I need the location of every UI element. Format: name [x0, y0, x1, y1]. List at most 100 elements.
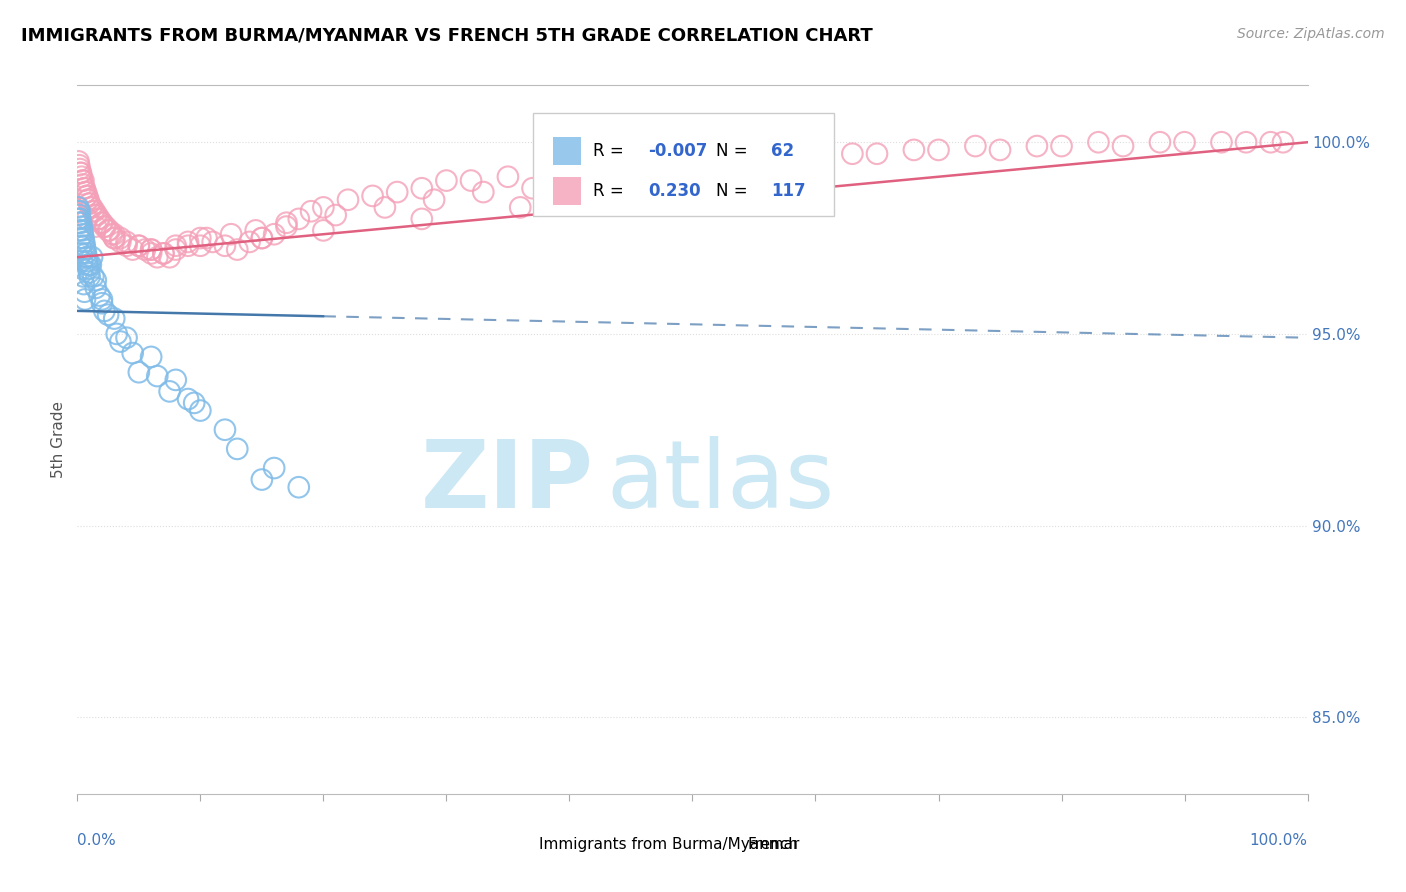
Point	[115, 331, 138, 345]
Point	[988, 143, 1011, 157]
Point	[69, 211, 91, 226]
Point	[76, 211, 98, 226]
Point	[509, 201, 531, 215]
Point	[69, 166, 91, 180]
Point	[288, 480, 311, 494]
Point	[866, 146, 889, 161]
Point	[110, 235, 132, 249]
Point	[226, 243, 249, 257]
Text: Immigrants from Burma/Myanmar: Immigrants from Burma/Myanmar	[538, 838, 799, 853]
Point	[76, 193, 98, 207]
Point	[165, 373, 187, 387]
Point	[214, 238, 236, 252]
Point	[183, 396, 205, 410]
Point	[188, 238, 212, 252]
Point	[903, 143, 925, 157]
Point	[718, 158, 741, 172]
Point	[496, 169, 519, 184]
Point	[411, 181, 433, 195]
Point	[1050, 139, 1073, 153]
Point	[558, 162, 581, 177]
Point	[214, 423, 236, 437]
Point	[141, 243, 163, 257]
Point	[67, 201, 90, 215]
Point	[70, 223, 93, 237]
Point	[67, 208, 90, 222]
Point	[84, 273, 107, 287]
Point	[128, 238, 150, 252]
Point	[522, 181, 544, 195]
Text: N =: N =	[716, 142, 752, 160]
Point	[76, 254, 98, 268]
Point	[146, 369, 169, 384]
Point	[84, 208, 107, 222]
Point	[121, 243, 143, 257]
Point	[177, 235, 200, 249]
Point	[195, 231, 218, 245]
Point	[276, 216, 298, 230]
Point	[84, 281, 107, 295]
Point	[70, 219, 93, 234]
Point	[312, 201, 335, 215]
Point	[73, 181, 96, 195]
Point	[146, 250, 169, 264]
Y-axis label: 5th Grade: 5th Grade	[51, 401, 66, 478]
Text: 117: 117	[772, 182, 806, 200]
Point	[110, 231, 132, 245]
Point	[250, 231, 273, 245]
Point	[90, 216, 114, 230]
Point	[1234, 135, 1257, 149]
Point	[103, 311, 125, 326]
Point	[159, 250, 181, 264]
Text: IMMIGRANTS FROM BURMA/MYANMAR VS FRENCH 5TH GRADE CORRELATION CHART: IMMIGRANTS FROM BURMA/MYANMAR VS FRENCH …	[21, 27, 873, 45]
Point	[128, 238, 150, 252]
Point	[965, 139, 987, 153]
Point	[75, 185, 97, 199]
Point	[103, 231, 125, 245]
Text: French: French	[748, 838, 799, 853]
Point	[70, 254, 93, 268]
Point	[152, 246, 174, 260]
Point	[103, 227, 125, 242]
Point	[69, 231, 91, 245]
Point	[620, 158, 643, 172]
Point	[77, 193, 100, 207]
Point	[188, 403, 212, 417]
Point	[1211, 135, 1233, 149]
Point	[276, 219, 298, 234]
Bar	[554, 177, 581, 205]
Point	[263, 227, 285, 242]
FancyBboxPatch shape	[533, 113, 834, 216]
Point	[361, 189, 384, 203]
Point	[73, 238, 96, 252]
Text: 62: 62	[772, 142, 794, 160]
Text: atlas: atlas	[606, 436, 835, 528]
Point	[188, 231, 212, 245]
Point	[69, 223, 91, 237]
Point	[141, 246, 163, 260]
Point	[804, 146, 827, 161]
Text: 0.0%: 0.0%	[77, 833, 117, 848]
Point	[67, 216, 90, 230]
Point	[110, 334, 132, 349]
Point	[141, 350, 163, 364]
Point	[472, 185, 495, 199]
Point	[105, 326, 128, 341]
Point	[72, 178, 94, 192]
Text: R =: R =	[593, 182, 628, 200]
Point	[90, 216, 114, 230]
Point	[325, 208, 347, 222]
Point	[245, 223, 267, 237]
Point	[67, 204, 90, 219]
Point	[82, 269, 104, 284]
Point	[69, 238, 91, 252]
Point	[1272, 135, 1295, 149]
Point	[94, 219, 117, 234]
Point	[87, 211, 110, 226]
Point	[77, 266, 100, 280]
Point	[103, 231, 125, 245]
Point	[101, 227, 124, 242]
Point	[90, 293, 114, 307]
Point	[82, 250, 104, 264]
Point	[86, 208, 108, 222]
